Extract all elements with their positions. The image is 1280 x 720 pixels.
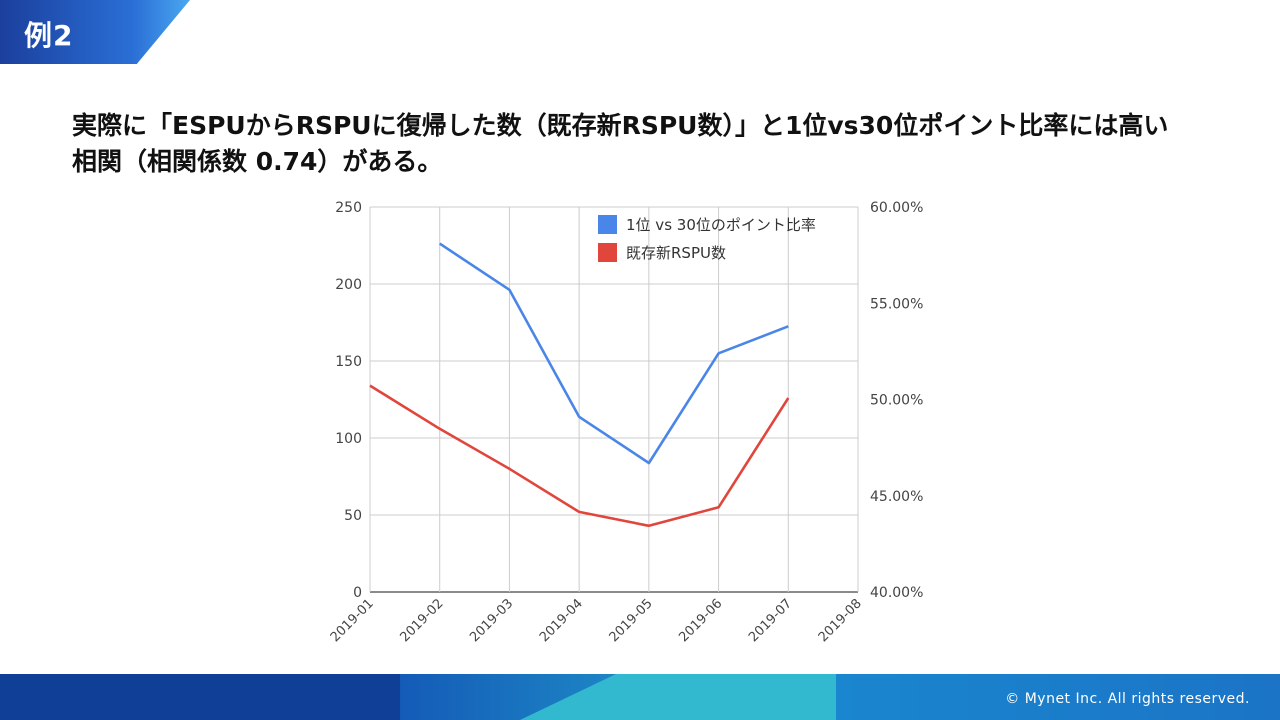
legend-label: 既存新RSPU数: [626, 244, 726, 262]
x-tick-label: 2019-03: [467, 596, 516, 645]
x-tick-label: 2019-08: [816, 596, 865, 645]
right-tick-label: 60.00%: [870, 200, 923, 216]
right-tick-label: 45.00%: [870, 489, 923, 505]
x-tick-label: 2019-05: [607, 596, 656, 645]
left-tick-label: 0: [353, 585, 362, 601]
legend-label: 1位 vs 30位のポイント比率: [626, 216, 816, 234]
right-tick-label: 55.00%: [870, 296, 923, 312]
series-layer: [369, 242, 790, 528]
right-tick-label: 40.00%: [870, 585, 923, 601]
x-tick-label: 2019-02: [398, 596, 447, 645]
footer-segment: [0, 674, 400, 720]
headline-line-1: 実際に「ESPUからRSPUに復帰した数（既存新RSPU数）」と1位vs30位ポ…: [72, 111, 1169, 140]
chart-container: 0 50 100 150 200 250 40.00% 45.00% 50.00% 55.00%…: [320, 192, 940, 662]
headline-line-2: 相関（相関係数 0.74）がある。: [72, 147, 443, 176]
footer-segment: [836, 674, 1280, 720]
left-axis: 0 50 100 150 200 250: [335, 200, 362, 601]
left-tick-label: 250: [335, 200, 362, 216]
x-tick-label: 2019-01: [328, 596, 377, 645]
x-axis: 2019-01 2019-02 2019-03 2019-04 2019-05 2019-…: [328, 596, 865, 645]
legend-swatch: [598, 243, 617, 262]
series-line-1: [438, 242, 789, 465]
series-line-2: [369, 384, 790, 528]
line-chart: 0 50 100 150 200 250 40.00% 45.00% 50.00% 55.00%…: [328, 200, 924, 645]
x-tick-label: 2019-06: [676, 596, 725, 645]
copyright-text: © Mynet Inc. All rights reserved.: [1005, 691, 1250, 707]
footer-bar: © Mynet Inc. All rights reserved.: [0, 674, 1280, 720]
left-tick-label: 200: [335, 277, 362, 293]
x-tick-label: 2019-04: [537, 596, 586, 645]
slide-tag-label: 例2: [24, 19, 74, 52]
x-tick-label: 2019-07: [746, 596, 795, 645]
left-tick-label: 150: [335, 354, 362, 370]
legend-swatch: [598, 215, 617, 234]
headline: 実際に「ESPUからRSPUに復帰した数（既存新RSPU数）」と1位vs30位ポ…: [72, 108, 1222, 180]
right-axis: 40.00% 45.00% 50.00% 55.00% 60.00%: [870, 200, 923, 601]
left-tick-label: 50: [344, 508, 362, 524]
right-tick-label: 50.00%: [870, 393, 923, 409]
left-tick-label: 100: [335, 431, 362, 447]
chart-grid: [369, 206, 859, 593]
